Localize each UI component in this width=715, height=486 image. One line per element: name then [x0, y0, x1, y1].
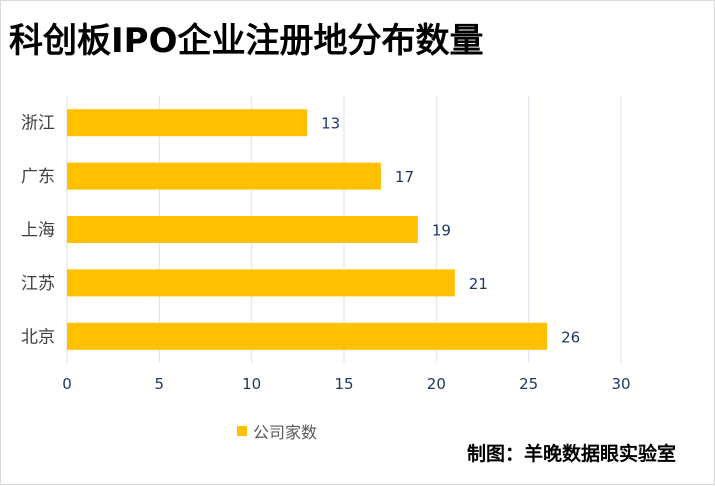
legend-swatch	[237, 426, 247, 436]
bar-北京	[67, 322, 548, 350]
data-label-上海: 19	[432, 222, 451, 240]
x-tick-label-20: 20	[427, 375, 446, 393]
legend: 公司家数	[237, 419, 317, 443]
chart-title: 科创板IPO企业注册地分布数量	[9, 21, 484, 61]
data-label-江苏: 21	[469, 275, 488, 293]
data-label-广东: 17	[395, 168, 414, 186]
x-tick-label-25: 25	[519, 375, 538, 393]
x-tick-label-15: 15	[334, 375, 353, 393]
x-tick-label-0: 0	[62, 375, 72, 393]
data-label-北京: 26	[561, 328, 580, 346]
category-label-北京: 北京	[21, 327, 55, 347]
data-label-浙江: 13	[321, 115, 340, 133]
bar-广东	[67, 162, 381, 190]
x-tick-label-5: 5	[155, 375, 165, 393]
bar-上海	[67, 216, 418, 243]
category-label-上海: 上海	[21, 221, 55, 241]
x-tick-label-30: 30	[611, 375, 630, 393]
category-label-广东: 广东	[21, 167, 55, 187]
category-label-江苏: 江苏	[21, 274, 55, 294]
bar-江苏	[67, 269, 455, 297]
legend-label: 公司家数	[253, 423, 318, 442]
category-label-浙江: 浙江	[21, 114, 55, 134]
x-tick-label-10: 10	[242, 375, 261, 393]
credit-text: 制图：羊晚数据眼实验室	[466, 443, 676, 465]
bar-浙江	[67, 109, 308, 137]
